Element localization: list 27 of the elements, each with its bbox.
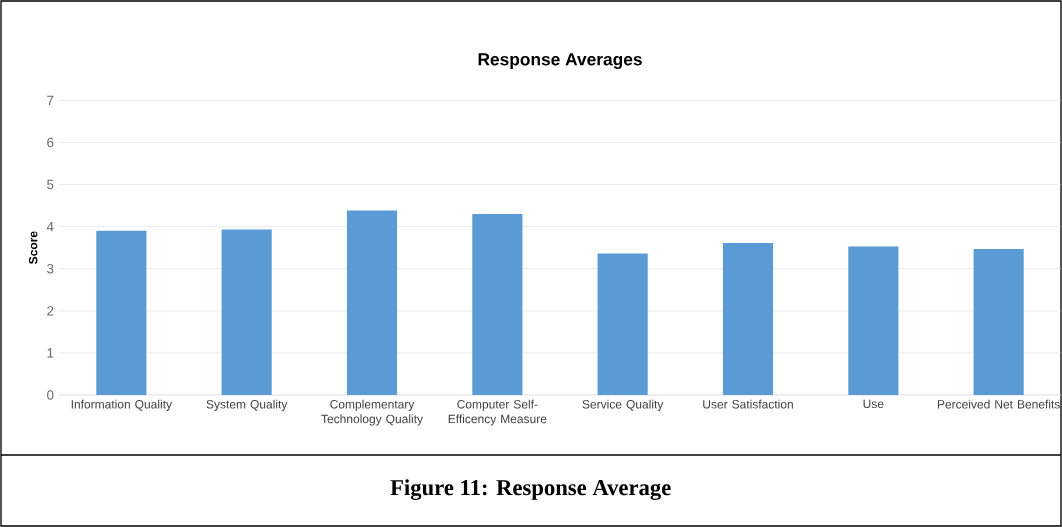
x-tick-label: Complementary Technology Quality: [321, 399, 423, 426]
bar: [973, 248, 1024, 395]
y-tick-label: 6: [47, 137, 54, 148]
bar: [722, 243, 774, 395]
bar: [597, 253, 648, 395]
y-tick-label: 3: [47, 263, 54, 274]
bar: [472, 213, 523, 395]
bar: [96, 230, 147, 395]
y-tick-label: 2: [47, 306, 54, 316]
bar: [346, 210, 398, 395]
text: Figure 11: Response Average: [390, 479, 671, 501]
bar: [848, 246, 899, 395]
x-tick-label: Computer Self-Efficency Measure: [448, 399, 547, 426]
x-tick-label: System Quality: [206, 399, 288, 411]
chart-title: Response Averages: [478, 53, 642, 69]
y-tick-label: 0: [47, 390, 54, 400]
bar: [221, 229, 272, 395]
y-tick-label: 5: [47, 179, 54, 190]
x-tick-label: Information Quality: [71, 399, 172, 411]
x-tick-label: Service Quality: [582, 399, 664, 411]
x-tick-label: Use: [863, 399, 884, 409]
x-tick-label: Perceived Net Benefits: [937, 399, 1060, 409]
x-tick-label: User Satisfaction: [703, 399, 793, 409]
y-axis-title: Score: [28, 231, 38, 264]
y-tick-label: 1: [47, 348, 54, 358]
y-tick-label: 7: [47, 95, 54, 105]
y-tick-label: 4: [46, 222, 54, 232]
